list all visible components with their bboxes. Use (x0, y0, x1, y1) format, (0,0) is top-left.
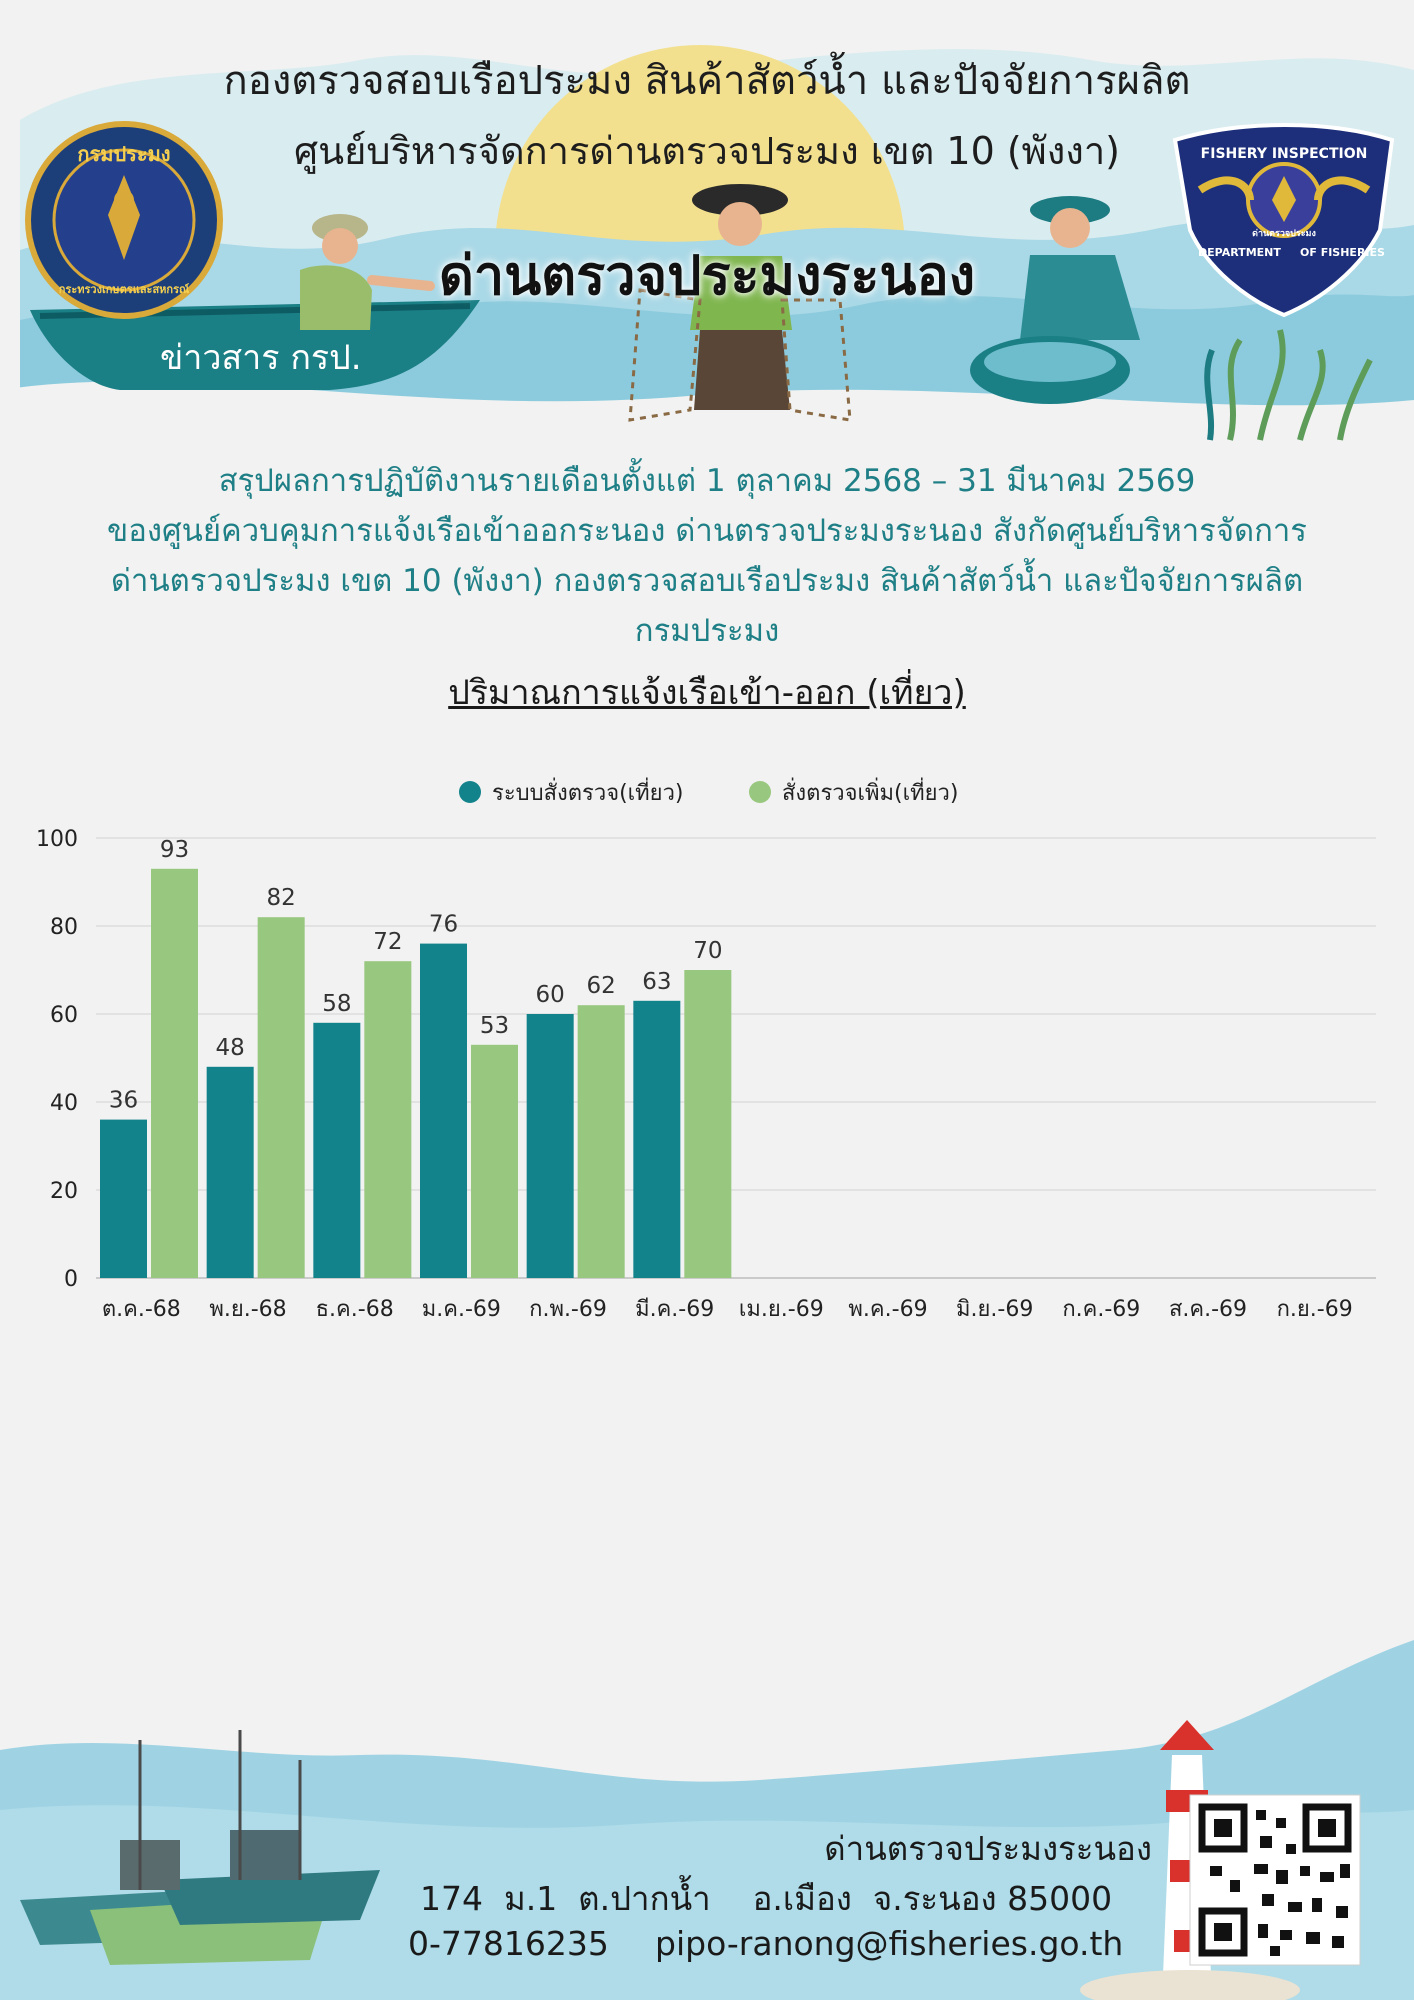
news-label: ข่าวสาร กรป. (160, 338, 362, 378)
header-station-title: ด่านตรวจประมงระนอง (438, 244, 976, 307)
bar (526, 1014, 574, 1278)
x-tick-label: ธ.ค.-68 (316, 1297, 394, 1322)
y-tick-label: 80 (50, 915, 78, 940)
footer-phone[interactable]: 0-77816235 (408, 1924, 609, 1963)
footer-email[interactable]: pipo-ranong@fisheries.go.th (655, 1924, 1124, 1963)
summary-line-2: ของศูนย์ควบคุมการแจ้งเรือเข้าออกระนอง ด่… (107, 513, 1307, 549)
data-label: 82 (267, 885, 296, 911)
footer-address: 174 ม.1 ต.ปากน้ำ อ.เมือง จ.ระนอง 85000 (420, 1879, 1113, 1918)
summary-text: สรุปผลการปฏิบัติงานรายเดือนตั้งแต่ 1 ตุล… (20, 456, 1394, 656)
data-label: 62 (587, 973, 616, 999)
bar (313, 1022, 361, 1278)
bar (100, 1119, 147, 1278)
left-logo-top-text: กรมประมง (77, 142, 171, 166)
header-line-1: กองตรวจสอบเรือประมง สินค้าสัตว์น้ำ และปั… (223, 58, 1191, 104)
data-label: 53 (480, 1013, 509, 1039)
x-tick-label: ต.ค.-68 (102, 1297, 181, 1322)
header-illustration (0, 45, 1414, 460)
footer-illustration (0, 1640, 1414, 2000)
fishing-boats-shape (20, 1730, 380, 1965)
legend-entry: สั่งตรวจเพิ่ม(เที่ยว) (782, 777, 958, 806)
data-label: 76 (429, 912, 458, 938)
legend-swatch (459, 781, 481, 803)
footer-station-name: ด่านตรวจประมงระนอง (824, 1829, 1152, 1868)
x-tick-label: ส.ค.-69 (1169, 1297, 1247, 1322)
bar (206, 1066, 254, 1278)
data-label: 70 (693, 938, 722, 964)
x-tick-label: มี.ค.-69 (635, 1297, 714, 1322)
left-logo-bottom-text: กระทรวงเกษตรและสหกรณ์ (58, 283, 190, 296)
data-label: 58 (322, 991, 351, 1017)
bar-chart: 0 20 40 60 80 100 ระบบสั่งตรวจ(เที่ยว) สั่งตรวจ… (36, 777, 1376, 1322)
bar (577, 1005, 625, 1278)
bar (420, 943, 467, 1278)
data-label: 93 (160, 837, 189, 863)
data-label: 36 (109, 1088, 138, 1114)
x-tick-label: ม.ค.-69 (422, 1297, 501, 1322)
y-tick-label: 0 (64, 1267, 78, 1292)
bar (364, 961, 412, 1278)
right-logo-left-text: DEPARTMENT (1198, 246, 1281, 259)
department-of-fisheries-logo (25, 121, 223, 319)
chart-title: ปริมาณการแจ้งเรือเข้า-ออก (เที่ยว) (448, 673, 966, 713)
data-label: 60 (536, 982, 565, 1008)
y-tick-label: 100 (36, 827, 78, 852)
data-label: 63 (642, 969, 671, 995)
x-tick-label: พ.ค.-69 (848, 1297, 927, 1322)
header-line-2: ศูนย์บริหารจัดการด่านตรวจประมง เขต 10 (พ… (294, 129, 1120, 173)
legend-swatch (749, 781, 771, 803)
data-label: 48 (216, 1035, 245, 1061)
summary-line-1: สรุปผลการปฏิบัติงานรายเดือนตั้งแต่ 1 ตุล… (218, 463, 1196, 499)
bar (684, 970, 732, 1278)
y-tick-label: 20 (50, 1179, 78, 1204)
x-tick-label: ก.ย.-69 (1277, 1297, 1353, 1322)
fishery-inspection-logo (1172, 123, 1395, 318)
x-tick-label: ก.ค.-69 (1062, 1297, 1140, 1322)
data-label: 72 (373, 929, 402, 955)
x-tick-label: มิ.ย.-69 (956, 1297, 1033, 1322)
summary-line-3: ด่านตรวจประมง เขต 10 (พังงา) กองตรวจสอบเ… (110, 563, 1304, 599)
x-tick-label: ก.พ.-69 (529, 1297, 607, 1322)
y-tick-label: 40 (50, 1091, 78, 1116)
x-tick-label: เม.ย.-69 (739, 1297, 824, 1322)
bar (633, 1000, 681, 1278)
legend-entry: ระบบสั่งตรวจ(เที่ยว) (492, 777, 684, 806)
bar (257, 917, 305, 1278)
right-logo-top-text: FISHERY INSPECTION (1200, 146, 1368, 162)
bar (151, 868, 198, 1278)
bar (471, 1044, 518, 1278)
right-logo-center-text: ด่านตรวจประมง (1252, 229, 1316, 239)
right-logo-right-text: OF FISHERIES (1300, 246, 1385, 259)
qr-code (1189, 1794, 1361, 1966)
y-tick-label: 60 (50, 1003, 78, 1028)
x-tick-label: พ.ย.-68 (209, 1297, 286, 1322)
summary-line-4: กรมประมง (634, 613, 780, 649)
